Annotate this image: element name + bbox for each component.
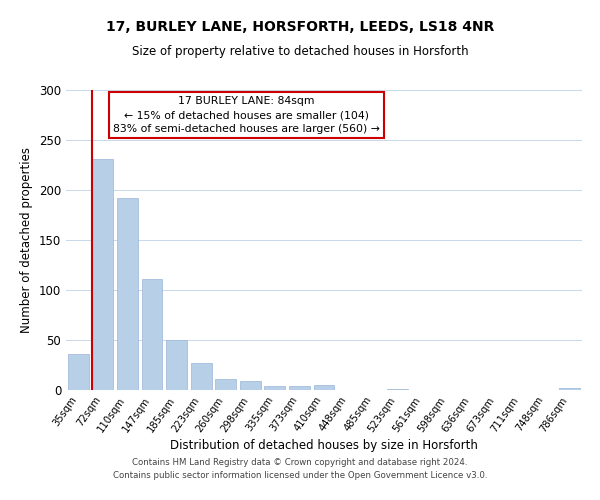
Bar xyxy=(191,363,212,390)
X-axis label: Distribution of detached houses by size in Horsforth: Distribution of detached houses by size … xyxy=(170,439,478,452)
Bar xyxy=(166,340,187,390)
Bar xyxy=(265,386,286,390)
Bar xyxy=(289,386,310,390)
Text: Size of property relative to detached houses in Horsforth: Size of property relative to detached ho… xyxy=(131,45,469,58)
Bar xyxy=(387,389,408,390)
Text: 17, BURLEY LANE, HORSFORTH, LEEDS, LS18 4NR: 17, BURLEY LANE, HORSFORTH, LEEDS, LS18 … xyxy=(106,20,494,34)
Bar xyxy=(215,379,236,390)
Y-axis label: Number of detached properties: Number of detached properties xyxy=(20,147,34,333)
Text: Contains HM Land Registry data © Crown copyright and database right 2024.
Contai: Contains HM Land Registry data © Crown c… xyxy=(113,458,487,480)
Bar xyxy=(314,385,334,390)
Bar xyxy=(68,354,89,390)
Bar xyxy=(142,279,163,390)
Bar xyxy=(92,159,113,390)
Bar xyxy=(559,388,580,390)
Bar xyxy=(117,198,138,390)
Text: 17 BURLEY LANE: 84sqm
← 15% of detached houses are smaller (104)
83% of semi-det: 17 BURLEY LANE: 84sqm ← 15% of detached … xyxy=(113,96,380,134)
Bar xyxy=(240,381,261,390)
